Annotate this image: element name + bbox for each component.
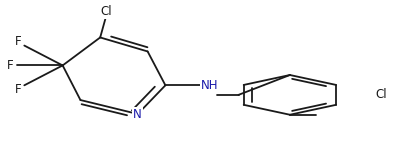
Text: F: F (15, 35, 21, 48)
Text: Cl: Cl (375, 88, 386, 101)
Text: NH: NH (201, 79, 219, 92)
Text: Cl: Cl (100, 5, 112, 18)
Text: N: N (133, 108, 142, 120)
Text: F: F (15, 83, 21, 96)
Text: F: F (7, 59, 14, 72)
